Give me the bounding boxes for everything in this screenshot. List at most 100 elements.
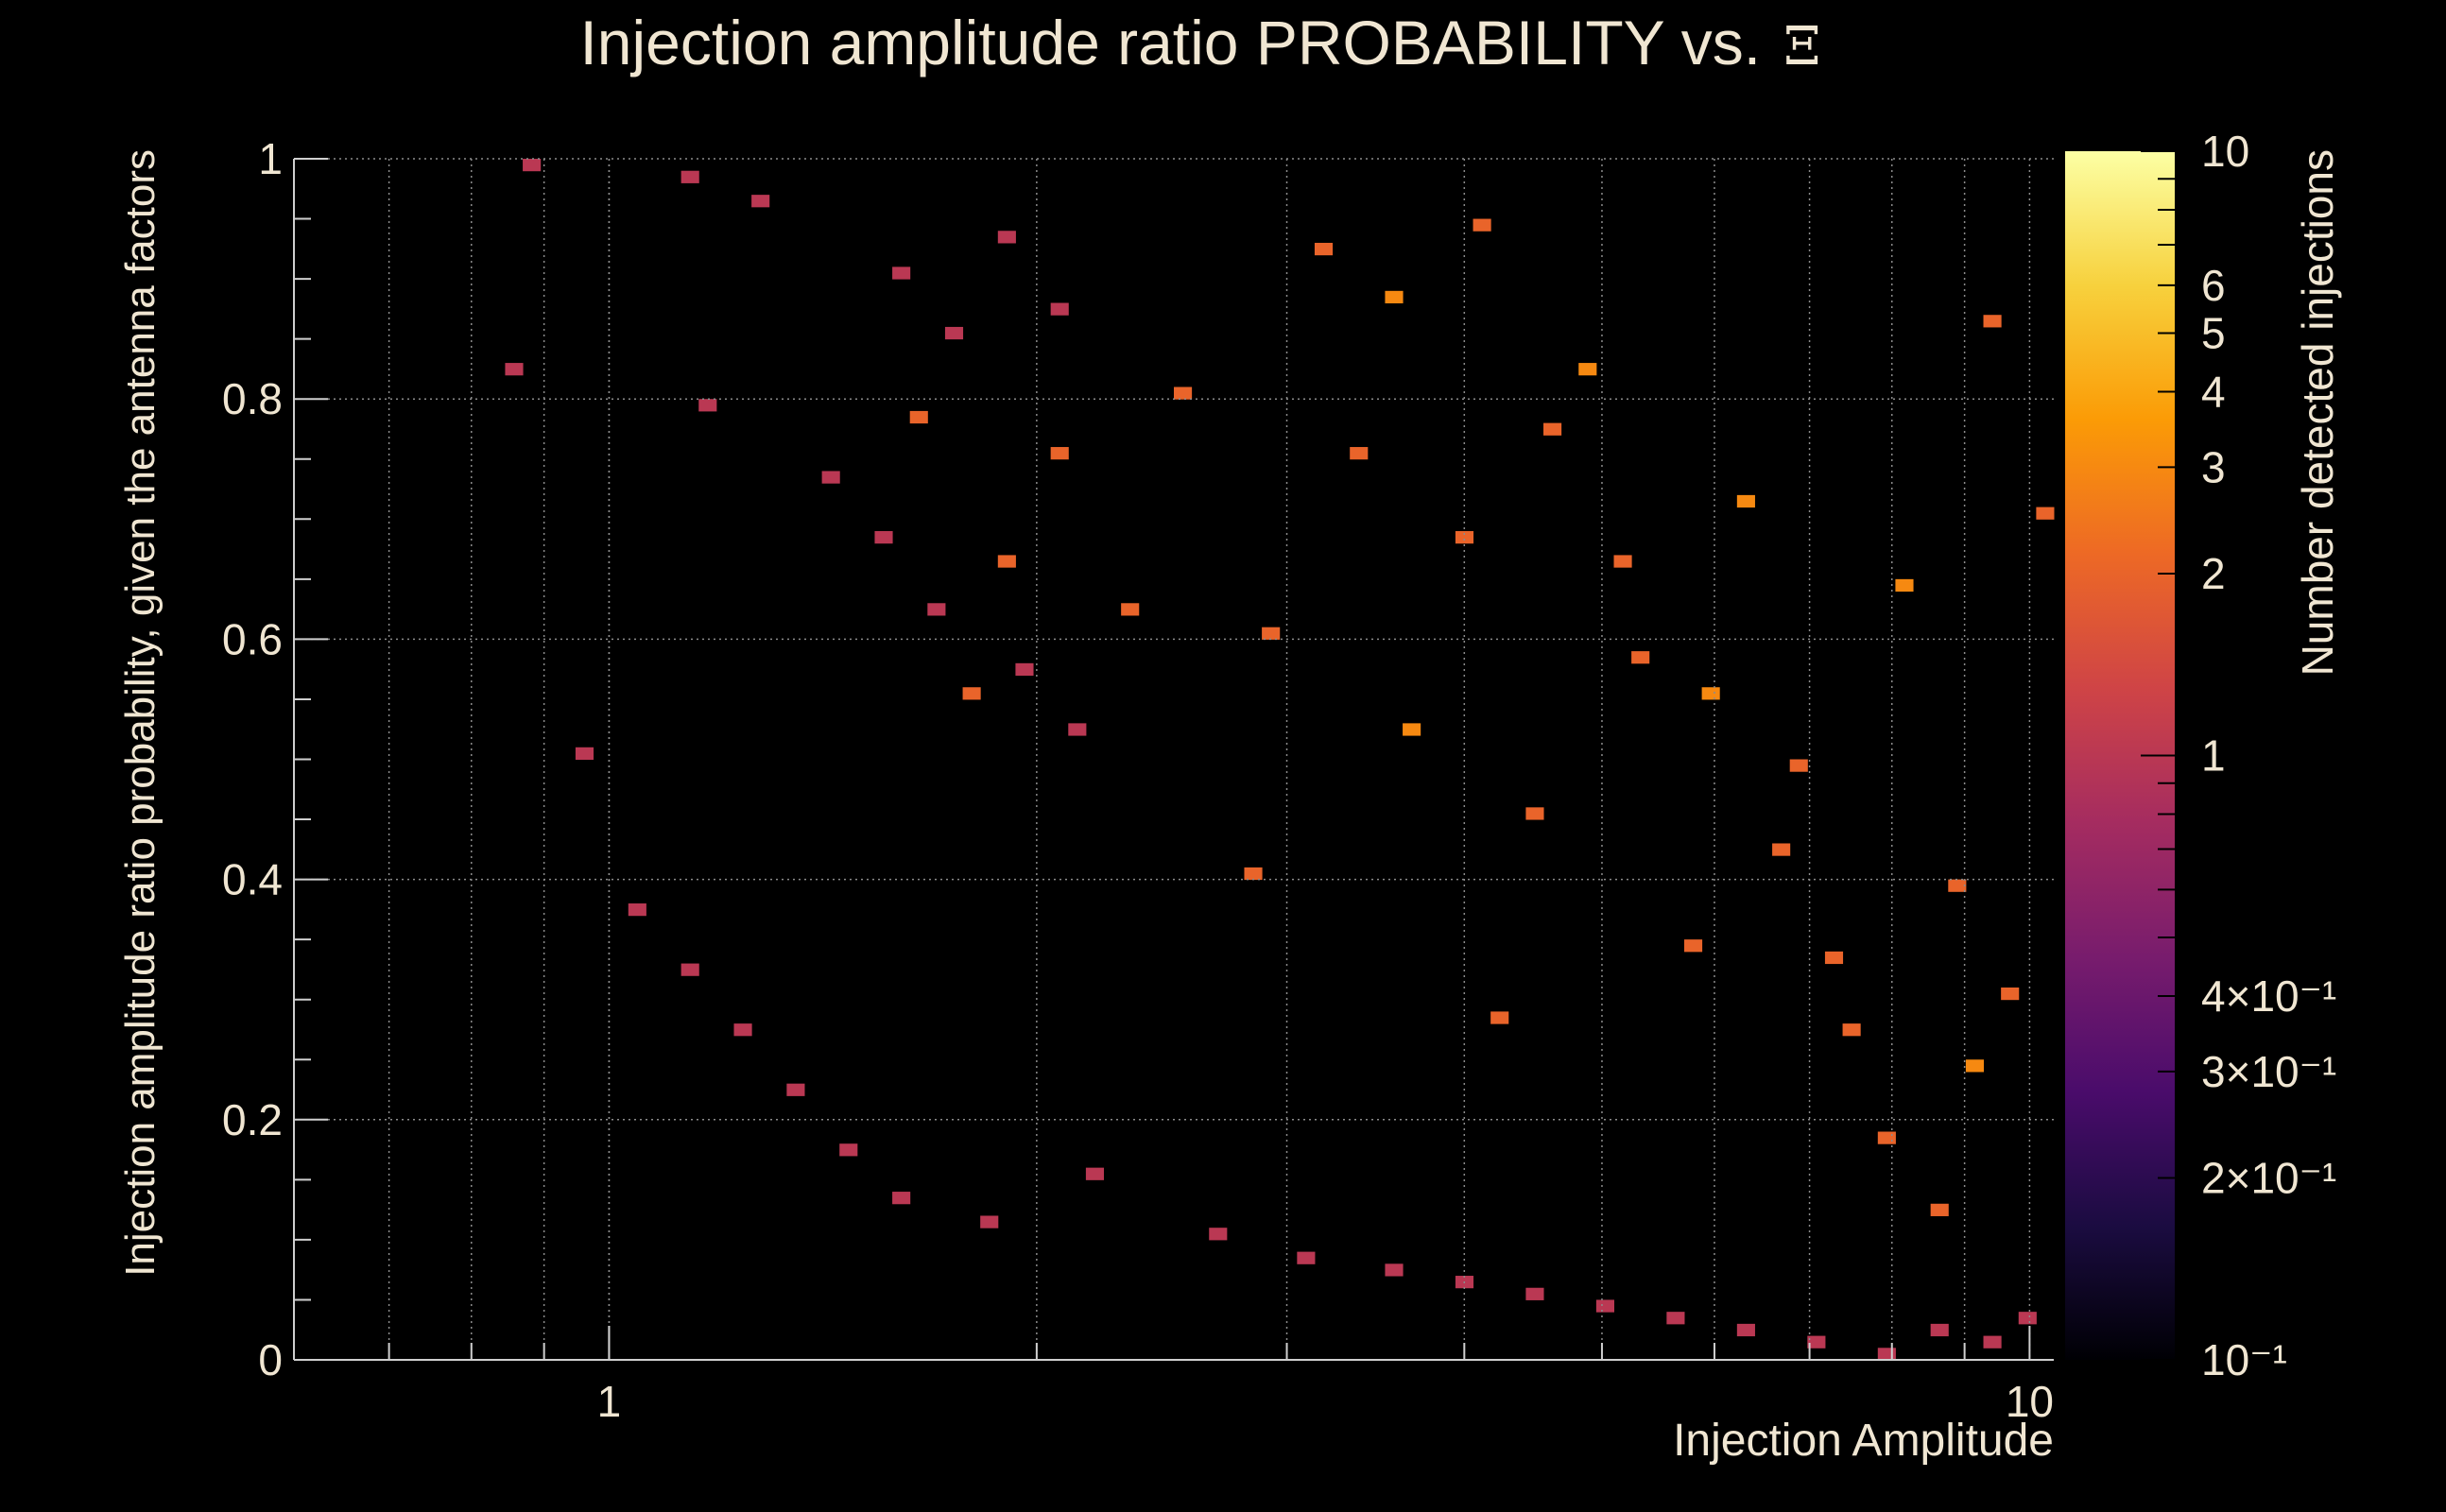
heatmap-cell (874, 531, 893, 544)
plot-area (293, 158, 2055, 1361)
heatmap-cell (733, 1023, 752, 1037)
x-axis-label: Injection Amplitude (1673, 1416, 2054, 1466)
y-tick-label: 0.2 (222, 1095, 283, 1144)
heatmap-cell (1085, 1167, 1105, 1180)
heatmap-cell (1385, 290, 1404, 304)
colorbar-tick-label: 3×10⁻¹ (2201, 1047, 2336, 1096)
heatmap-cell (1473, 218, 1491, 232)
heatmap-cell (1824, 951, 1844, 965)
chart-title-text: Injection amplitude ratio PROBABILITY vs… (579, 8, 1761, 77)
colorbar-tick-label: 2×10⁻¹ (2201, 1153, 2336, 1202)
heatmap-cell (786, 1083, 805, 1096)
heatmap-cell (1455, 531, 1474, 544)
heatmap-cell (1350, 447, 1369, 460)
heatmap-cell (1983, 1335, 2002, 1349)
colorbar-tick-label: 10⁻¹ (2201, 1335, 2287, 1384)
colorbar-tick-label: 1 (2201, 731, 2226, 781)
heatmap-cell (628, 903, 646, 917)
heatmap-cell (1595, 1299, 1614, 1313)
heatmap-cell (1244, 867, 1263, 881)
colorbar-tick-label: 6 (2201, 261, 2226, 310)
heatmap-cell (1403, 723, 1421, 736)
heatmap-cell (1490, 1011, 1509, 1024)
heatmap-cell (1314, 242, 1334, 256)
heatmap-cell (523, 159, 542, 172)
colorbar-tick-label: 3 (2201, 442, 2226, 491)
heatmap-cell (1631, 651, 1650, 664)
heatmap-cell (962, 687, 981, 700)
heatmap-cell (1613, 555, 1632, 568)
heatmap-cell (1525, 1287, 1544, 1300)
y-tick-label: 1 (258, 134, 283, 183)
heatmap-cell (1877, 1131, 1896, 1144)
heatmap-cell (1121, 603, 1140, 616)
y-tick-label: 0 (258, 1335, 283, 1384)
heatmap-cell (1050, 447, 1069, 460)
heatmap-cell (1965, 1059, 1985, 1073)
heatmap-cell (1543, 422, 1562, 436)
colorbar: 10 65 4 3 2 1 4×10⁻¹ 3×10⁻¹ 2×10⁻¹ 10⁻¹ Number de… (2065, 127, 2342, 1384)
heatmap-cell (1948, 879, 1967, 892)
heatmap-cells (505, 159, 2055, 1361)
y-tick-label: 0.6 (222, 614, 283, 663)
colorbar-ticks: 10 65 4 3 2 1 4×10⁻¹ 3×10⁻¹ 2×10⁻¹ 10⁻¹ (2141, 127, 2336, 1384)
heatmap-cell (839, 1143, 858, 1157)
heatmap-cell (680, 963, 699, 976)
heatmap-cell (1772, 843, 1791, 856)
heatmap-cell (1262, 627, 1281, 640)
x-tick-label: 10 (2006, 1377, 2054, 1426)
colorbar-tick-label: 4 (2201, 367, 2226, 416)
heatmap-cell (1525, 807, 1544, 820)
heatmap-cell (892, 266, 911, 280)
heatmap-cell (751, 195, 770, 208)
heatmap-cell (1842, 1023, 1861, 1037)
heatmap-cell (944, 326, 964, 340)
heatmap-cell (1385, 1263, 1404, 1277)
heatmap-cell (505, 363, 524, 376)
y-tick-label: 0.4 (222, 855, 283, 904)
chart-title: Injection amplitude ratio PROBABILITY vs… (579, 8, 1820, 77)
heatmap-cell (2036, 507, 2055, 520)
heatmap-cell (575, 747, 594, 760)
heatmap-cell (1297, 1251, 1316, 1264)
heatmap-cell (1701, 687, 1720, 700)
heatmap-cell (1736, 494, 1755, 508)
y-axis-label: Injection amplitude ratio probability, g… (117, 149, 164, 1277)
colorbar-tick-label: 4×10⁻¹ (2201, 971, 2336, 1021)
chart-title-symbol: Ξ (1783, 16, 1820, 77)
heatmap-cell (1736, 1323, 1755, 1337)
heatmap-cell (1015, 662, 1034, 677)
heatmap-cell (909, 410, 928, 424)
x-tick-label: 1 (597, 1377, 622, 1426)
heatmap-cell (1050, 302, 1069, 316)
heatmap-cell (2018, 1312, 2037, 1325)
colorbar-label: Number detected injections (2293, 149, 2342, 676)
axes (293, 158, 2054, 1361)
heatmap-cell (680, 170, 699, 183)
axis-ticks: 1 10 0 0.2 0.4 0.6 0.8 1 (222, 134, 2054, 1426)
heatmap-cell (892, 1192, 911, 1205)
heatmap-cell (1930, 1203, 1949, 1216)
colorbar-tick-label: 5 (2201, 309, 2226, 358)
heatmap-cell (1666, 1312, 1685, 1325)
y-tick-label: 0.8 (222, 374, 283, 423)
heatmap-cell (1930, 1323, 1949, 1337)
heatmap-cell (997, 231, 1016, 244)
heatmap-cell (2001, 987, 2020, 1001)
heatmap-cell (997, 555, 1016, 568)
colorbar-tick-label: 2 (2201, 549, 2226, 598)
heatmap-cell (1068, 723, 1087, 736)
heatmap-cell (1807, 1335, 1826, 1349)
heatmap-cell (1789, 759, 1808, 772)
heatmap-cell (1578, 363, 1597, 376)
heatmap-cell (1683, 939, 1703, 953)
heatmap-cell (1983, 315, 2002, 328)
colorbar-tick-label: 10 (2201, 127, 2249, 176)
heatmap-cell (927, 603, 946, 616)
heatmap-cell (1877, 1348, 1896, 1361)
heatmap-cell (1174, 387, 1193, 400)
heatmap-cell (821, 471, 840, 484)
heatmap-cell (1895, 578, 1914, 593)
heatmap-cell (698, 399, 717, 412)
